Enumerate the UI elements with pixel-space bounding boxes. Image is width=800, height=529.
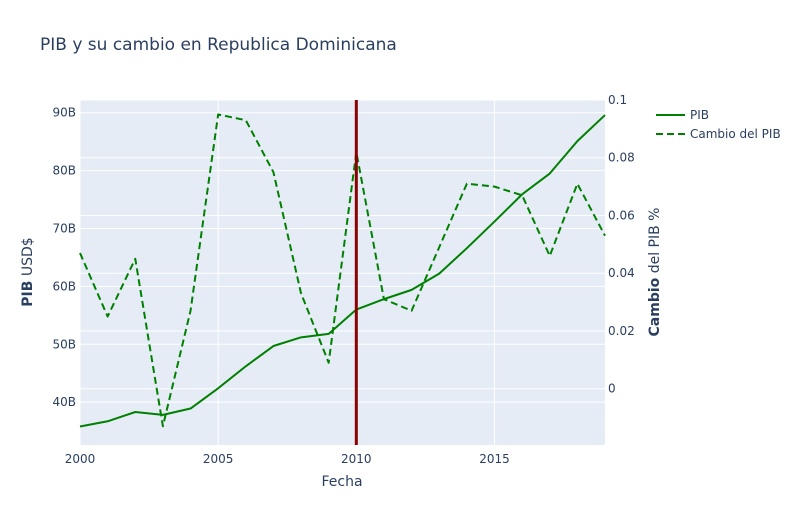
legend-item-cambio[interactable]: Cambio del PIB [656,127,781,141]
y2-tick-label: 0.04 [608,266,635,280]
y-axis-label-rest: USD$ [20,237,36,280]
x-tick-label: 2005 [203,452,234,466]
x-tick-label: 2000 [65,452,96,466]
y-axis-label: PIB USD$ [20,237,36,306]
y-tick-label: 80B [52,164,76,178]
y2-tick-label: 0.1 [608,93,627,107]
y2-axis-label-bold: Cambio [647,277,663,336]
series [79,113,606,428]
legend[interactable]: PIB Cambio del PIB [656,108,781,141]
y2-tick-labels: 0 0.02 0.04 0.06 0.08 0.1 [608,93,635,396]
y-tick-labels: 40B 50B 60B 70B 80B 90B [52,106,76,409]
x-tick-labels: 2000 2005 2010 2015 [65,452,510,466]
x-tick-label: 2015 [479,452,510,466]
y-axis-label-bold: PIB [20,281,36,307]
legend-label-cambio: Cambio del PIB [690,127,781,141]
legend-label-pib: PIB [690,108,709,122]
legend-item-pib[interactable]: PIB [656,108,709,122]
x-axis-label: Fecha [321,474,362,490]
y2-axis-label: Cambio del PIB % [647,208,663,337]
x-tick-label: 2010 [341,452,372,466]
y2-tick-label: 0.02 [608,324,635,338]
y2-tick-label: 0 [608,382,616,396]
chart-title: PIB y su cambio en Republica Dominicana [40,35,397,55]
series-line-cambio [79,113,606,428]
y2-axis-label-rest: del PIB % [647,208,663,278]
plot-area [80,100,605,445]
y2-tick-label: 0.08 [608,151,635,165]
y-tick-label: 70B [52,222,76,236]
y-tick-label: 40B [52,395,76,409]
series-line-pib [79,114,606,428]
y2-tick-label: 0.06 [608,208,635,222]
y-tick-label: 60B [52,279,76,293]
y-tick-label: 50B [52,337,76,351]
grid [79,99,605,445]
y-tick-label: 90B [52,106,76,120]
